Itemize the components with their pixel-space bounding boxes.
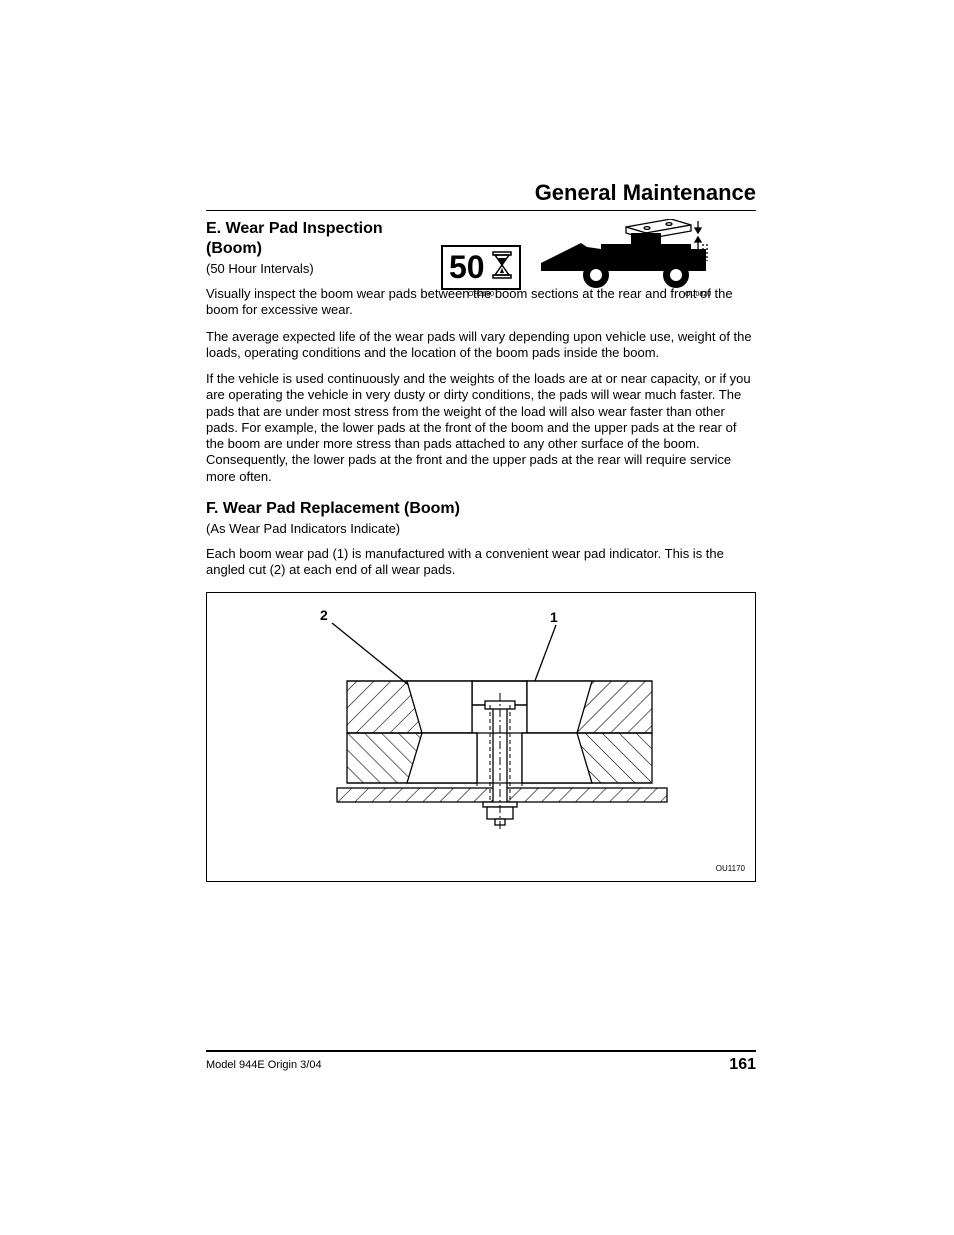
vehicle-diagram: OU0820 <box>531 219 711 298</box>
section-e-title: E. Wear Pad Inspection (Boom) <box>206 219 431 259</box>
page-footer: Model 944E Origin 3/04 161 <box>206 1050 756 1074</box>
figure-id-ou1170: OU1170 <box>716 864 745 873</box>
section-e-title-line2: (Boom) <box>206 240 262 257</box>
page-number: 161 <box>729 1056 756 1074</box>
section-e-para2: The average expected life of the wear pa… <box>206 329 756 362</box>
interval-badge: 50 OH2680 <box>441 245 521 298</box>
footer-model-info: Model 944E Origin 3/04 <box>206 1059 322 1071</box>
page-header-title: General Maintenance <box>206 180 756 211</box>
figure-id-ou0820: OU0820 <box>531 291 711 298</box>
hourglass-icon <box>491 251 513 284</box>
section-f-title: F. Wear Pad Replacement (Boom) <box>206 499 756 519</box>
section-e-title-line1: E. Wear Pad Inspection <box>206 220 383 237</box>
section-e: E. Wear Pad Inspection (Boom) (50 Hour I… <box>206 219 756 485</box>
section-f: F. Wear Pad Replacement (Boom) (As Wear … <box>206 499 756 883</box>
figure-id-oh2680: OH2680 <box>441 291 521 298</box>
section-e-para3: If the vehicle is used continuously and … <box>206 371 756 485</box>
wear-pad-diagram: 2 1 <box>206 592 756 882</box>
interval-number: 50 <box>449 249 485 286</box>
section-f-subtitle: (As Wear Pad Indicators Indicate) <box>206 521 756 536</box>
section-f-para1: Each boom wear pad (1) is manufactured w… <box>206 546 756 579</box>
icon-row: 50 OH2680 <box>441 219 711 298</box>
section-e-subtitle: (50 Hour Intervals) <box>206 261 431 276</box>
